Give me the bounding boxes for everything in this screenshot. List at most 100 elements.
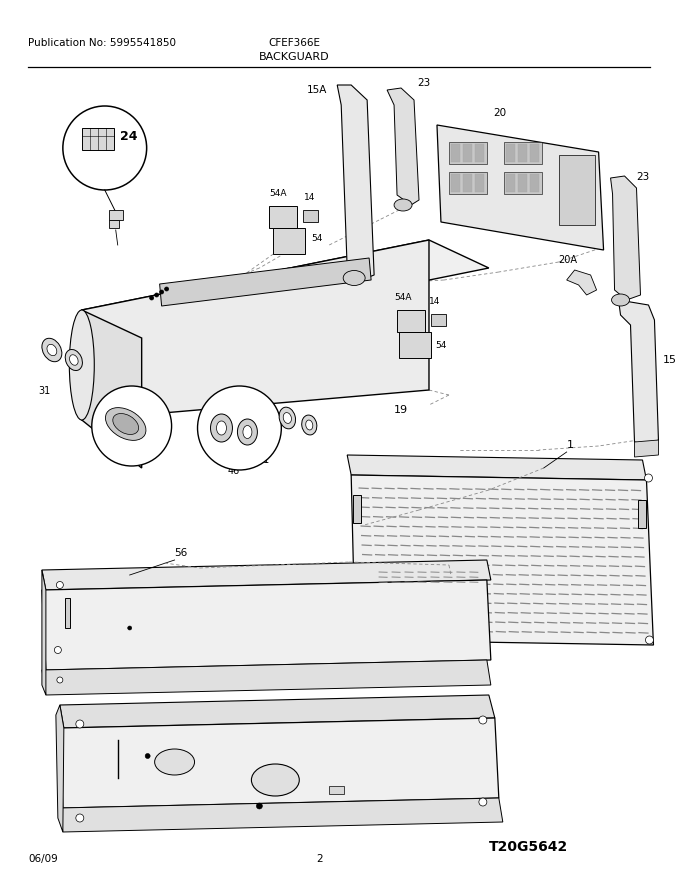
Text: 2: 2 (316, 854, 322, 864)
Text: 24: 24 (120, 129, 137, 143)
Circle shape (165, 287, 169, 291)
Polygon shape (611, 176, 641, 300)
Polygon shape (387, 88, 419, 205)
Ellipse shape (154, 749, 194, 775)
Polygon shape (619, 300, 658, 445)
Circle shape (154, 293, 158, 297)
Ellipse shape (65, 349, 82, 370)
Circle shape (63, 106, 147, 190)
Ellipse shape (42, 338, 62, 362)
Bar (273, 228, 305, 254)
Ellipse shape (611, 294, 630, 306)
Text: 31: 31 (258, 455, 270, 465)
Bar (504, 142, 542, 164)
Bar (329, 786, 344, 794)
Text: 19: 19 (394, 405, 408, 415)
Polygon shape (566, 270, 596, 295)
Text: 20: 20 (493, 108, 506, 118)
Bar (559, 155, 594, 225)
Text: 54A: 54A (269, 189, 287, 198)
Polygon shape (60, 798, 503, 832)
Polygon shape (42, 570, 46, 695)
Bar (353, 495, 361, 523)
Polygon shape (42, 660, 491, 695)
Polygon shape (634, 440, 658, 457)
Bar (530, 144, 539, 162)
Ellipse shape (69, 310, 95, 420)
Bar (463, 174, 472, 192)
Circle shape (645, 474, 653, 482)
Ellipse shape (69, 355, 78, 365)
Ellipse shape (279, 407, 296, 429)
Polygon shape (56, 705, 64, 832)
Ellipse shape (47, 344, 57, 356)
Circle shape (57, 677, 63, 683)
Circle shape (92, 386, 171, 466)
Text: 54A: 54A (394, 293, 411, 302)
Polygon shape (160, 258, 371, 306)
Ellipse shape (216, 421, 226, 435)
Circle shape (76, 814, 84, 822)
Text: 1: 1 (566, 440, 574, 450)
Text: T20G5642: T20G5642 (489, 840, 568, 854)
Circle shape (256, 803, 262, 809)
Bar (399, 332, 431, 358)
Polygon shape (337, 85, 374, 280)
Bar (303, 210, 318, 222)
Circle shape (197, 386, 282, 470)
Polygon shape (82, 310, 141, 468)
Circle shape (150, 296, 154, 300)
Bar (504, 172, 542, 194)
Bar (639, 500, 647, 528)
Polygon shape (60, 695, 495, 728)
Bar (463, 144, 472, 162)
Bar (506, 144, 515, 162)
Polygon shape (351, 475, 653, 645)
Bar (109, 210, 122, 220)
Circle shape (128, 626, 132, 630)
Polygon shape (42, 580, 491, 670)
Ellipse shape (283, 413, 292, 423)
Text: BACKGUARD: BACKGUARD (259, 52, 330, 62)
Polygon shape (42, 560, 491, 590)
Text: 20A: 20A (559, 255, 578, 265)
Text: CFEF366E: CFEF366E (269, 38, 320, 48)
Bar (530, 174, 539, 192)
Bar (517, 144, 527, 162)
Bar (451, 174, 460, 192)
Bar (506, 174, 515, 192)
Bar (449, 142, 487, 164)
Circle shape (76, 720, 84, 728)
Text: 46: 46 (228, 466, 240, 476)
Text: 15A: 15A (307, 85, 328, 95)
Bar (65, 598, 70, 628)
Bar (269, 206, 297, 228)
Ellipse shape (252, 764, 299, 796)
Text: 15: 15 (662, 355, 677, 365)
Bar (109, 220, 119, 228)
Text: 31: 31 (38, 386, 50, 396)
Text: 54: 54 (435, 341, 446, 349)
Ellipse shape (394, 199, 412, 211)
Text: 06/09: 06/09 (28, 854, 58, 864)
Text: 23: 23 (636, 172, 650, 182)
Bar (475, 174, 484, 192)
Ellipse shape (105, 407, 146, 440)
Text: 14: 14 (429, 297, 441, 306)
Ellipse shape (243, 426, 252, 438)
Bar (475, 144, 484, 162)
Polygon shape (437, 125, 604, 250)
Text: 14: 14 (304, 193, 316, 202)
Circle shape (145, 753, 150, 759)
Ellipse shape (306, 420, 313, 430)
Text: Publication No: 5995541850: Publication No: 5995541850 (28, 38, 176, 48)
Bar (451, 144, 460, 162)
Ellipse shape (343, 270, 365, 285)
Circle shape (645, 636, 653, 644)
Polygon shape (347, 455, 647, 480)
Bar (449, 172, 487, 194)
Circle shape (56, 582, 63, 589)
Circle shape (479, 716, 487, 724)
Circle shape (54, 647, 61, 654)
Bar (82, 128, 114, 150)
